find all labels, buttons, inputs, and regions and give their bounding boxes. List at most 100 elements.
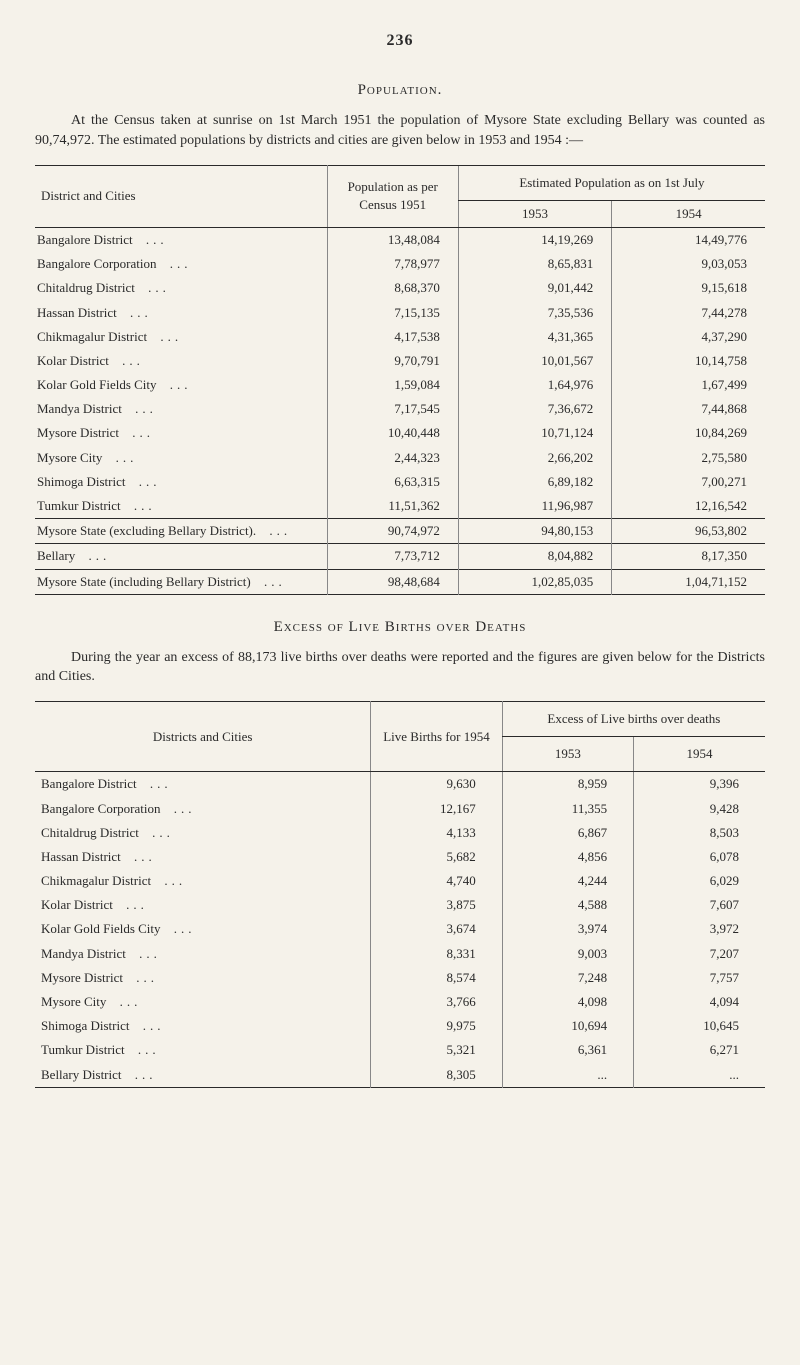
cell-1954: 9,03,053 xyxy=(612,252,765,276)
cell-1951: 6,63,315 xyxy=(327,470,458,494)
page-number: 236 xyxy=(35,30,765,52)
table-row: Chitaldrug District ...8,68,3709,01,4429… xyxy=(35,276,765,300)
table-row: Mysore City ...3,7664,0984,094 xyxy=(35,990,765,1014)
table-row: Chikmagalur District ...4,17,5384,31,365… xyxy=(35,325,765,349)
row-label: Bangalore Corporation ... xyxy=(35,252,327,276)
cell-1951: 11,51,362 xyxy=(327,494,458,519)
cell-1951: 13,48,084 xyxy=(327,227,458,252)
cell-1953: 6,89,182 xyxy=(458,470,611,494)
table-row: Chitaldrug District ...4,1336,8678,503 xyxy=(35,821,765,845)
row-label: Mysore City ... xyxy=(35,990,371,1014)
cell-e53: 11,355 xyxy=(502,797,633,821)
cell-1951: 8,68,370 xyxy=(327,276,458,300)
table-row: Mysore District ...10,40,44810,71,12410,… xyxy=(35,421,765,445)
row-label: Kolar Gold Fields City ... xyxy=(35,373,327,397)
cell-1954: 10,84,269 xyxy=(612,421,765,445)
cell-e54: 7,607 xyxy=(634,893,765,917)
row-label: Chikmagalur District ... xyxy=(35,325,327,349)
cell-e53: 7,248 xyxy=(502,966,633,990)
row-label: Bellary ... xyxy=(35,544,327,569)
row-label: Bangalore District ... xyxy=(35,772,371,797)
th-1953: 1953 xyxy=(458,200,611,227)
cell-1953: 7,36,672 xyxy=(458,397,611,421)
row-label: Chitaldrug District ... xyxy=(35,276,327,300)
cell-1954: 10,14,758 xyxy=(612,349,765,373)
cell-1953: 8,65,831 xyxy=(458,252,611,276)
excess-table: Districts and Cities Live Births for 195… xyxy=(35,701,765,1088)
cell-1954: 4,37,290 xyxy=(612,325,765,349)
table-row: Kolar Gold Fields City ...3,6743,9743,97… xyxy=(35,917,765,941)
cell-e53: 4,244 xyxy=(502,869,633,893)
row-label: Shimoga District ... xyxy=(35,470,327,494)
cell-1954: 1,67,499 xyxy=(612,373,765,397)
table-row: Bangalore District ...13,48,08414,19,269… xyxy=(35,227,765,252)
cell-1953: 2,66,202 xyxy=(458,446,611,470)
cell-e54: 3,972 xyxy=(634,917,765,941)
cell-1953: 94,80,153 xyxy=(458,519,611,544)
cell-e54: 6,271 xyxy=(634,1038,765,1062)
table-row: Chikmagalur District ...4,7404,2446,029 xyxy=(35,869,765,893)
cell-1953: 1,02,85,035 xyxy=(458,569,611,594)
row-label: Mysore State (excluding Bellary District… xyxy=(35,519,327,544)
population-table: District and Cities Population as per Ce… xyxy=(35,165,765,595)
table-row: Kolar District ...9,70,79110,01,56710,14… xyxy=(35,349,765,373)
table-row: Mysore City ...2,44,3232,66,2022,75,580 xyxy=(35,446,765,470)
table-row: Mandya District ...8,3319,0037,207 xyxy=(35,942,765,966)
th-livebirths: Live Births for 1954 xyxy=(371,701,502,771)
cell-1951: 7,15,135 xyxy=(327,301,458,325)
cell-1951: 9,70,791 xyxy=(327,349,458,373)
th-district: District and Cities xyxy=(35,165,327,227)
cell-e53: ... xyxy=(502,1063,633,1088)
table-row: Mysore District ...8,5747,2487,757 xyxy=(35,966,765,990)
cell-1951: 1,59,084 xyxy=(327,373,458,397)
cell-1953: 10,01,567 xyxy=(458,349,611,373)
cell-1951: 7,78,977 xyxy=(327,252,458,276)
cell-e54: 10,645 xyxy=(634,1014,765,1038)
cell-e54: 7,207 xyxy=(634,942,765,966)
table-row: Hassan District ...7,15,1357,35,5367,44,… xyxy=(35,301,765,325)
cell-1951: 7,73,712 xyxy=(327,544,458,569)
cell-1951: 10,40,448 xyxy=(327,421,458,445)
cell-e53: 4,098 xyxy=(502,990,633,1014)
row-label: Mandya District ... xyxy=(35,942,371,966)
cell-1954: 96,53,802 xyxy=(612,519,765,544)
cell-livebirths: 8,331 xyxy=(371,942,502,966)
cell-livebirths: 3,674 xyxy=(371,917,502,941)
row-label: Mysore District ... xyxy=(35,421,327,445)
cell-1954: 9,15,618 xyxy=(612,276,765,300)
table-row: Kolar Gold Fields City ...1,59,0841,64,9… xyxy=(35,373,765,397)
row-label: Hassan District ... xyxy=(35,301,327,325)
cell-1954: 7,44,278 xyxy=(612,301,765,325)
cell-e54: 9,396 xyxy=(634,772,765,797)
cell-livebirths: 5,321 xyxy=(371,1038,502,1062)
th-e1953: 1953 xyxy=(502,737,633,772)
cell-livebirths: 9,975 xyxy=(371,1014,502,1038)
table-row: Tumkur District ...11,51,36211,96,98712,… xyxy=(35,494,765,519)
row-label: Kolar District ... xyxy=(35,893,371,917)
cell-e54: 8,503 xyxy=(634,821,765,845)
row-label: Tumkur District ... xyxy=(35,494,327,519)
cell-e53: 8,959 xyxy=(502,772,633,797)
th-e1954: 1954 xyxy=(634,737,765,772)
cell-1953: 1,64,976 xyxy=(458,373,611,397)
cell-1954: 7,44,868 xyxy=(612,397,765,421)
table-row: Bangalore District ...9,6308,9599,396 xyxy=(35,772,765,797)
population-heading: Population. xyxy=(35,80,765,101)
cell-e53: 9,003 xyxy=(502,942,633,966)
cell-1954: 2,75,580 xyxy=(612,446,765,470)
cell-1951: 98,48,684 xyxy=(327,569,458,594)
cell-livebirths: 8,305 xyxy=(371,1063,502,1088)
cell-1951: 7,17,545 xyxy=(327,397,458,421)
cell-e54: ... xyxy=(634,1063,765,1088)
cell-livebirths: 4,133 xyxy=(371,821,502,845)
cell-1953: 10,71,124 xyxy=(458,421,611,445)
row-label: Chikmagalur District ... xyxy=(35,869,371,893)
table-row: Shimoga District ...6,63,3156,89,1827,00… xyxy=(35,470,765,494)
th-excess: Excess of Live births over deaths xyxy=(502,701,765,736)
table-row: Kolar District ...3,8754,5887,607 xyxy=(35,893,765,917)
cell-1951: 90,74,972 xyxy=(327,519,458,544)
cell-livebirths: 4,740 xyxy=(371,869,502,893)
table-row: Mandya District ...7,17,5457,36,6727,44,… xyxy=(35,397,765,421)
cell-livebirths: 12,167 xyxy=(371,797,502,821)
cell-1953: 8,04,882 xyxy=(458,544,611,569)
